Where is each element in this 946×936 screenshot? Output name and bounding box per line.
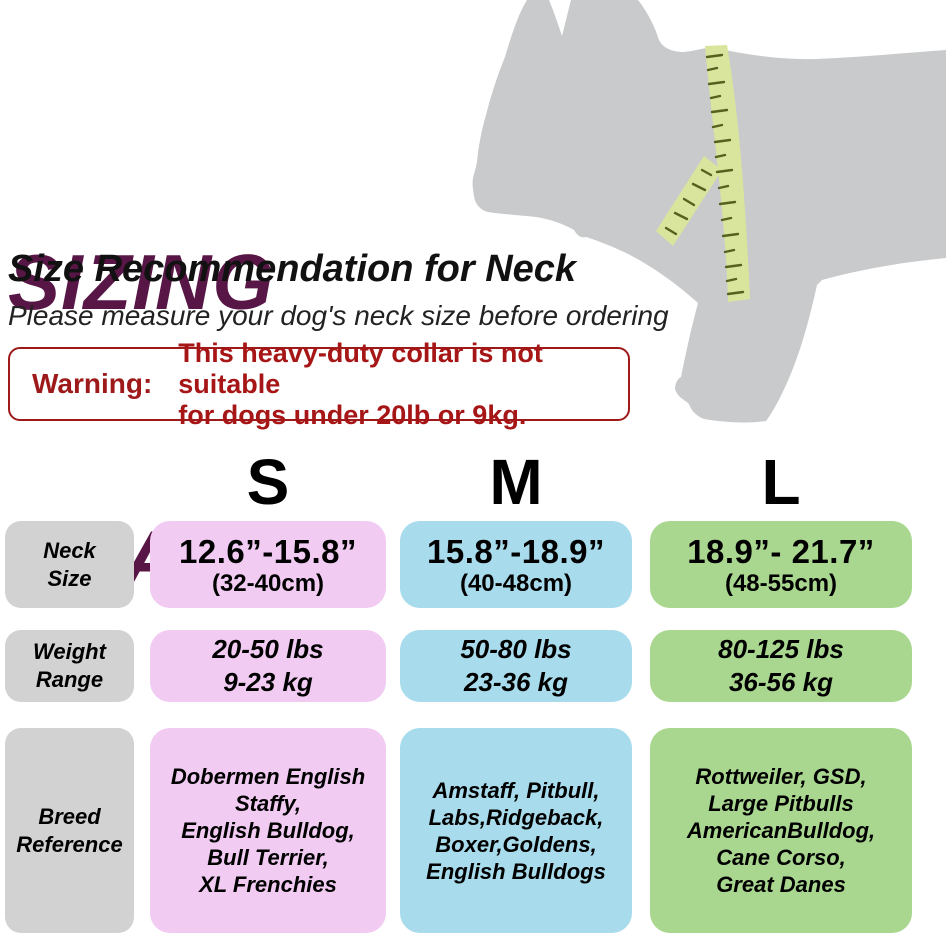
measure-note: Please measure your dog's neck size befo… [8,300,669,331]
neck-size-cm: (40-48cm) [459,569,573,597]
warning-message-line1: This heavy-duty collar is not suitable [178,337,543,399]
neck-size-inches: 12.6”-15.8” [179,532,357,570]
page-title-line1: SIZING [8,238,275,326]
warning-label: Warning: [32,368,153,399]
breed-line: Boxer,Goldens, [435,831,597,857]
breed-line: AmericanBulldog, [686,818,876,843]
cell-breed-reference-m: Amstaff, Pitbull, Labs,Ridgeback, Boxer,… [400,728,632,933]
breed-line: Dobermen English [170,764,366,789]
row-label-text: Size [47,565,92,591]
breed-line: Cane Corso, [716,845,846,870]
breed-line: Staffy, [234,791,302,816]
dog-silhouette-graphic [472,0,946,423]
neck-size-cm: (48-55cm) [724,569,838,597]
row-label-breed-reference: Breed Reference [5,728,134,933]
row-label-text: Reference [16,831,123,857]
cell-weight-range-l: 80-125 lbs 36-56 kg [650,630,912,702]
neck-size-cm: (32-40cm) [211,569,325,597]
cell-weight-range-s: 20-50 lbs 9-23 kg [150,630,386,702]
neck-size-inches: 15.8”-18.9” [427,532,605,570]
breed-line: Bull Terrier, [207,845,329,870]
section-heading: Size Recommendation for Neck [8,248,577,290]
breed-line: English Bulldogs [426,858,606,884]
weight-lbs: 20-50 lbs [212,634,324,664]
row-label-text: Range [35,667,104,692]
breed-line: Amstaff, Pitbull, [432,777,600,803]
tape-tick-marks [664,53,745,296]
size-header-s: S [246,446,290,518]
row-label-neck-size: Neck Size [5,521,134,608]
cell-breed-reference-l: Rottweiler, GSD, Large Pitbulls American… [650,728,912,933]
row-label-weight-range: Weight Range [5,630,134,702]
weight-kg: 23-36 kg [463,667,569,697]
breed-line: Large Pitbulls [708,791,854,816]
warning-message-line2: for dogs under 20lb or 9kg. [178,399,527,430]
weight-lbs: 50-80 lbs [460,634,572,664]
dog-silhouette [472,0,946,423]
warning-box: Warning: This heavy-duty collar is not s… [8,338,630,430]
cell-weight-range-m: 50-80 lbs 23-36 kg [400,630,632,702]
cell-neck-size-s: 12.6”-15.8” (32-40cm) [150,521,386,608]
cell-neck-size-l: 18.9”- 21.7” (48-55cm) [650,521,912,608]
size-header-m: M [489,446,543,518]
cell-breed-reference-s: Dobermen English Staffy, English Bulldog… [150,728,386,933]
neck-size-inches: 18.9”- 21.7” [687,532,875,570]
row-label-text: Neck [43,537,96,563]
breed-line: Rottweiler, GSD, [695,764,867,789]
row-label-text: Weight [33,639,106,664]
size-header-l: L [761,446,801,518]
cell-neck-size-m: 15.8”-18.9” (40-48cm) [400,521,632,608]
breed-line: Great Danes [716,872,846,897]
breed-line: English Bulldog, [181,818,355,843]
row-label-text: Breed [38,803,101,829]
weight-kg: 9-23 kg [223,667,313,697]
weight-lbs: 80-125 lbs [718,634,844,664]
weight-kg: 36-56 kg [728,667,834,697]
warning-message: This heavy-duty collar is not suitable f… [178,338,628,431]
breed-line: XL Frenchies [199,872,337,897]
breed-line: Labs,Ridgeback, [428,804,604,830]
measuring-tape-vertical [705,45,750,302]
